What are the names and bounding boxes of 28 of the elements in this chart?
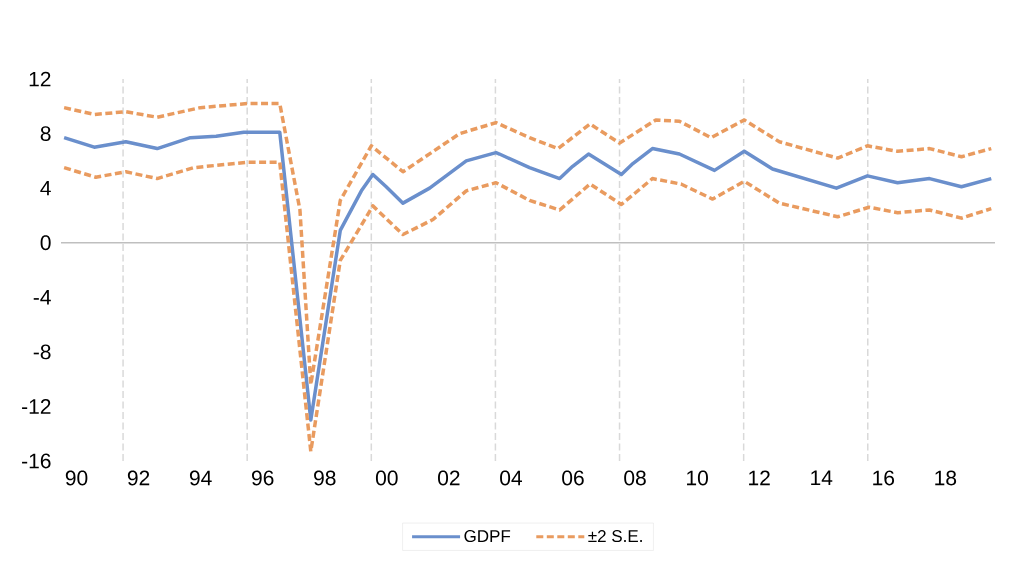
y-tick-label: -12 bbox=[22, 399, 51, 414]
line-series bbox=[62, 101, 994, 387]
y-tick-label: 12 bbox=[29, 71, 51, 87]
line-series bbox=[62, 130, 994, 422]
x-tick-label: 12 bbox=[749, 470, 770, 486]
line-series bbox=[62, 160, 994, 454]
y-tick-label: 0 bbox=[40, 235, 51, 251]
x-tick-label: 18 bbox=[935, 470, 957, 486]
x-tick-label: 90 bbox=[65, 470, 88, 486]
x-tick-label: 96 bbox=[252, 470, 274, 486]
y-tick-label: 4 bbox=[40, 180, 51, 196]
y-tick-label: 8 bbox=[40, 126, 51, 141]
y-tick-label: -4 bbox=[33, 290, 51, 305]
x-tick-label: 06 bbox=[562, 470, 584, 486]
x-tick-label: 08 bbox=[624, 470, 646, 486]
x-tick-label: 14 bbox=[811, 470, 833, 485]
x-tick-label: 94 bbox=[189, 470, 212, 486]
x-tick-label: 00 bbox=[375, 470, 398, 486]
x-tick-label: 02 bbox=[438, 470, 460, 486]
x-tick-label: 10 bbox=[687, 470, 708, 486]
x-tick-label: 92 bbox=[127, 470, 150, 486]
legend-label: GDPF bbox=[464, 530, 511, 543]
x-tick-label: 16 bbox=[873, 470, 895, 486]
x-tick-label: 04 bbox=[500, 470, 522, 486]
legend-label: ±2 S.E. bbox=[588, 530, 642, 543]
x-tick-label: 98 bbox=[314, 470, 336, 486]
y-tick-label: -16 bbox=[22, 453, 51, 469]
y-tick-label: -8 bbox=[33, 344, 51, 360]
